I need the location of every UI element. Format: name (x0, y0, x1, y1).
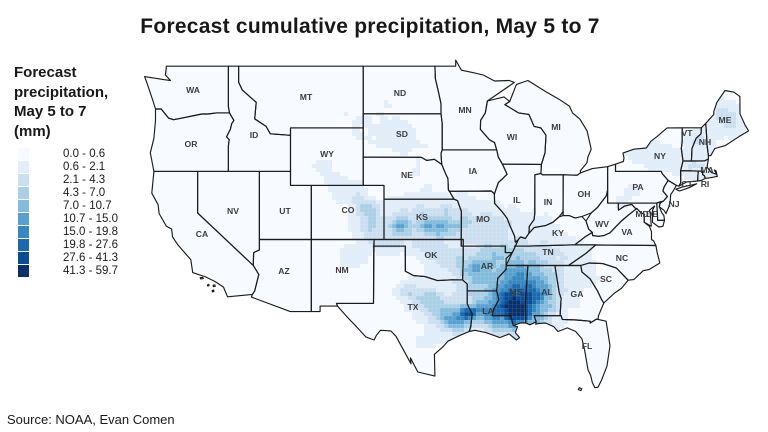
svg-text:IN: IN (544, 197, 553, 207)
svg-text:CA: CA (196, 229, 208, 239)
svg-text:NV: NV (227, 206, 239, 216)
svg-text:FL: FL (582, 341, 593, 351)
svg-text:WV: WV (595, 219, 609, 229)
svg-text:VA: VA (621, 227, 632, 237)
svg-text:KS: KS (416, 212, 428, 222)
svg-text:AL: AL (541, 287, 552, 297)
svg-text:SC: SC (600, 274, 612, 284)
svg-text:ND: ND (394, 88, 406, 98)
svg-text:ME: ME (719, 115, 732, 125)
svg-text:UT: UT (279, 206, 291, 216)
svg-text:TX: TX (408, 302, 419, 312)
svg-text:MI: MI (551, 122, 561, 132)
svg-text:OR: OR (185, 139, 199, 149)
svg-text:NJ: NJ (669, 199, 680, 209)
svg-text:NM: NM (335, 265, 348, 275)
svg-text:CO: CO (342, 205, 355, 215)
svg-text:TN: TN (542, 247, 553, 257)
svg-text:MO: MO (476, 214, 490, 224)
svg-text:NY: NY (654, 151, 666, 161)
svg-text:ID: ID (250, 130, 259, 140)
svg-text:PA: PA (632, 182, 643, 192)
svg-text:VT: VT (682, 128, 694, 138)
svg-text:SD: SD (396, 129, 408, 139)
svg-text:WA: WA (186, 85, 200, 95)
svg-text:WY: WY (320, 149, 334, 159)
svg-text:MA: MA (700, 165, 713, 175)
svg-text:OH: OH (578, 189, 591, 199)
svg-text:AR: AR (481, 261, 494, 271)
svg-text:OK: OK (425, 250, 439, 260)
svg-text:MT: MT (300, 92, 313, 102)
svg-text:IA: IA (469, 166, 478, 176)
svg-text:RI: RI (701, 179, 710, 189)
svg-text:IL: IL (513, 195, 521, 205)
svg-text:AZ: AZ (278, 266, 289, 276)
svg-text:NC: NC (616, 253, 628, 263)
svg-text:MS: MS (510, 287, 523, 297)
svg-text:KY: KY (552, 228, 564, 238)
svg-text:NE: NE (401, 170, 413, 180)
svg-text:MN: MN (458, 105, 471, 115)
svg-text:CT: CT (681, 179, 693, 189)
svg-text:WI: WI (507, 132, 518, 142)
svg-text:LA: LA (482, 306, 493, 316)
svg-text:DE: DE (646, 209, 658, 219)
svg-text:GA: GA (571, 289, 584, 299)
svg-text:MD: MD (635, 209, 648, 219)
svg-text:NH: NH (699, 137, 711, 147)
